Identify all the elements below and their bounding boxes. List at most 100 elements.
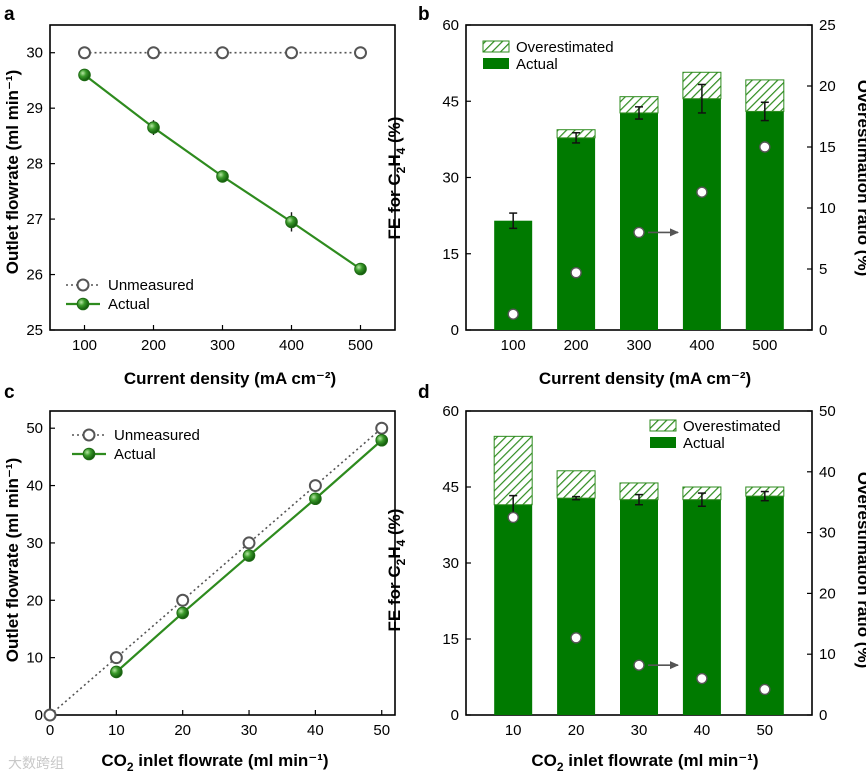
panel-d-legend-label-overestimated: Overestimated	[683, 418, 781, 435]
panel-d-ratio-point	[507, 511, 519, 524]
panel-d-bar-actual	[494, 504, 533, 715]
panel-a-point-actual	[78, 68, 91, 82]
panel-d-y-tick-label: 30	[442, 555, 459, 572]
panel-d-legend-swatch-overestimated	[649, 419, 677, 432]
panel-c-y-tick-label: 50	[26, 420, 43, 437]
panel-c-point-actual	[242, 549, 256, 562]
panel-c-point-unmeasured	[308, 479, 322, 493]
panel-c-point-unmeasured	[375, 421, 389, 435]
panel-b-right-y-tick-label: 5	[819, 261, 827, 278]
panel-label-b: b	[418, 4, 430, 25]
panel-b-x-tick-label: 100	[501, 337, 526, 354]
panel-label-a: a	[4, 4, 15, 25]
panel-b-y-tick-label: 30	[442, 170, 459, 187]
panel-a-x-axis-title: Current density (mA cm⁻²)	[124, 369, 336, 388]
panel-d-y-tick-label: 45	[442, 479, 459, 496]
panel-a-y-axis-title: Outlet flowrate (ml min⁻¹)	[3, 70, 22, 274]
panel-d-x-tick-label: 20	[568, 722, 585, 739]
panel-b-bar-actual	[557, 137, 596, 330]
panel-d-right-y-tick-label: 20	[819, 585, 836, 602]
panel-c-x-tick-label: 10	[108, 722, 125, 739]
panel-a-point-unmeasured	[354, 46, 367, 60]
panel-b-legend-label-overestimated: Overestimated	[516, 39, 614, 56]
panel-b-x-axis-title: Current density (mA cm⁻²)	[539, 369, 751, 388]
panel-d-right-y-tick-label: 50	[819, 403, 836, 420]
panel-c-series-line-unmeasured	[49, 427, 383, 716]
panel-d-y-axis-title: FE for C2H4 (%)	[385, 509, 408, 632]
panel-d-ratio-point	[696, 672, 708, 685]
panel-a-line-chart: 25 26 27 28 29 30 100 200 300 400 500 Unmeasured Act…	[26, 24, 396, 354]
panel-c-x-axis-title: CO2 inlet flowrate (ml min⁻¹)	[101, 751, 328, 774]
panel-d-y-tick-label: 60	[442, 403, 459, 420]
panel-c-y-tick-label: 0	[35, 707, 43, 724]
panel-c-point-unmeasured	[176, 593, 190, 607]
panel-c-point-actual	[375, 433, 389, 447]
panel-d-right-y-tick-label: 30	[819, 525, 836, 542]
panel-c-x-tick-label: 50	[373, 722, 390, 739]
panel-d-ratio-point	[759, 683, 771, 696]
panel-a-point-unmeasured	[216, 46, 229, 60]
panel-b-y-tick-label: 0	[451, 322, 459, 339]
panel-b-y-axis-title: FE for C2H4 (%)	[385, 117, 408, 240]
panel-b-legend-swatch-actual	[483, 58, 509, 69]
panel-b-ratio-point	[570, 266, 582, 279]
panel-b-ratio-point	[633, 226, 645, 239]
panel-d-x-tick-label: 10	[505, 722, 522, 739]
panel-a-x-tick-label: 100	[72, 337, 97, 354]
panel-d-bar-overestimated	[556, 470, 596, 499]
panel-b-ratio-point	[696, 186, 708, 198]
panel-d-x-tick-label: 50	[756, 722, 773, 739]
panel-c-y-tick-label: 30	[26, 535, 43, 552]
panel-b-y-tick-label: 15	[442, 246, 459, 263]
panel-d-bar-actual	[557, 498, 596, 715]
panel-c-x-tick-label: 30	[241, 722, 258, 739]
panel-label-c: c	[4, 382, 15, 403]
panel-d-bar-chart: 0 15 30 45 60 0 10 20 30 40 50 10 20 30 40 50 Overestima…	[442, 403, 835, 739]
panel-a-x-tick-label: 200	[141, 337, 166, 354]
panel-b-bar-actual	[620, 112, 658, 330]
panel-b-x-tick-label: 200	[564, 337, 589, 354]
panel-b-right-y-tick-label: 20	[819, 78, 836, 95]
panel-d-right-axis-title: Overestimation ratio (%)	[854, 472, 866, 669]
panel-d-x-axis-title: CO2 inlet flowrate (ml min⁻¹)	[531, 751, 758, 774]
panel-c-legend-label: Unmeasured	[114, 427, 200, 444]
panel-d-ratio-point	[570, 632, 582, 644]
panel-c-point-unmeasured	[109, 651, 123, 665]
panel-d-legend-label-actual: Actual	[683, 435, 725, 452]
panel-b-x-tick-label: 400	[689, 337, 714, 354]
panel-c-line-chart: 0 10 20 30 40 50 0 10 20 30 40 50 Unmeasured Actual	[26, 410, 396, 739]
panel-d-y-tick-label: 0	[451, 707, 459, 724]
panel-d-right-y-tick-label: 10	[819, 646, 836, 663]
panel-b-x-tick-label: 500	[752, 337, 777, 354]
panel-d-legend-swatch-actual	[650, 437, 676, 448]
panel-b-right-y-tick-label: 25	[819, 17, 836, 34]
panel-a-point-actual	[285, 215, 298, 229]
watermark: 大数跨组	[8, 755, 64, 771]
panel-a-legend-label: Actual	[108, 296, 150, 313]
panel-a-x-tick-label: 300	[210, 337, 235, 354]
panel-d-bar-overestimated	[493, 435, 533, 506]
panel-a-y-tick-label: 26	[26, 267, 43, 284]
panel-a-point-actual	[216, 170, 229, 183]
panel-b-y-tick-label: 60	[442, 17, 459, 34]
panel-b-right-y-tick-label: 0	[819, 322, 827, 339]
panel-d-x-tick-label: 30	[631, 722, 648, 739]
panel-b-right-axis-title: Overestimation ratio (%)	[854, 80, 866, 277]
panel-a-y-tick-label: 30	[26, 45, 43, 62]
panel-b-right-y-tick-label: 10	[819, 200, 836, 217]
panel-d-ratio-point	[633, 659, 645, 671]
panel-b-x-tick-label: 300	[626, 337, 651, 354]
panel-a-point-actual	[147, 121, 160, 134]
panel-b-legend-label-actual: Actual	[516, 56, 558, 73]
panel-b-legend-swatch-overestimated	[482, 40, 510, 53]
panel-a-point-actual	[354, 262, 367, 276]
panel-a-y-tick-label: 29	[26, 100, 43, 117]
panel-c-y-tick-label: 10	[26, 650, 43, 667]
panel-c-legend-marker	[82, 447, 96, 461]
panel-b-bar-chart: 0 15 30 45 60 0 5 10 15 20 25 100 200 300 400 500 Overes…	[442, 17, 835, 354]
panel-c-plot-frame	[49, 410, 396, 716]
panel-a-y-tick-label: 25	[26, 322, 43, 339]
panel-d-y-tick-label: 15	[442, 631, 459, 648]
panel-d-right-y-tick-label: 0	[819, 707, 827, 724]
